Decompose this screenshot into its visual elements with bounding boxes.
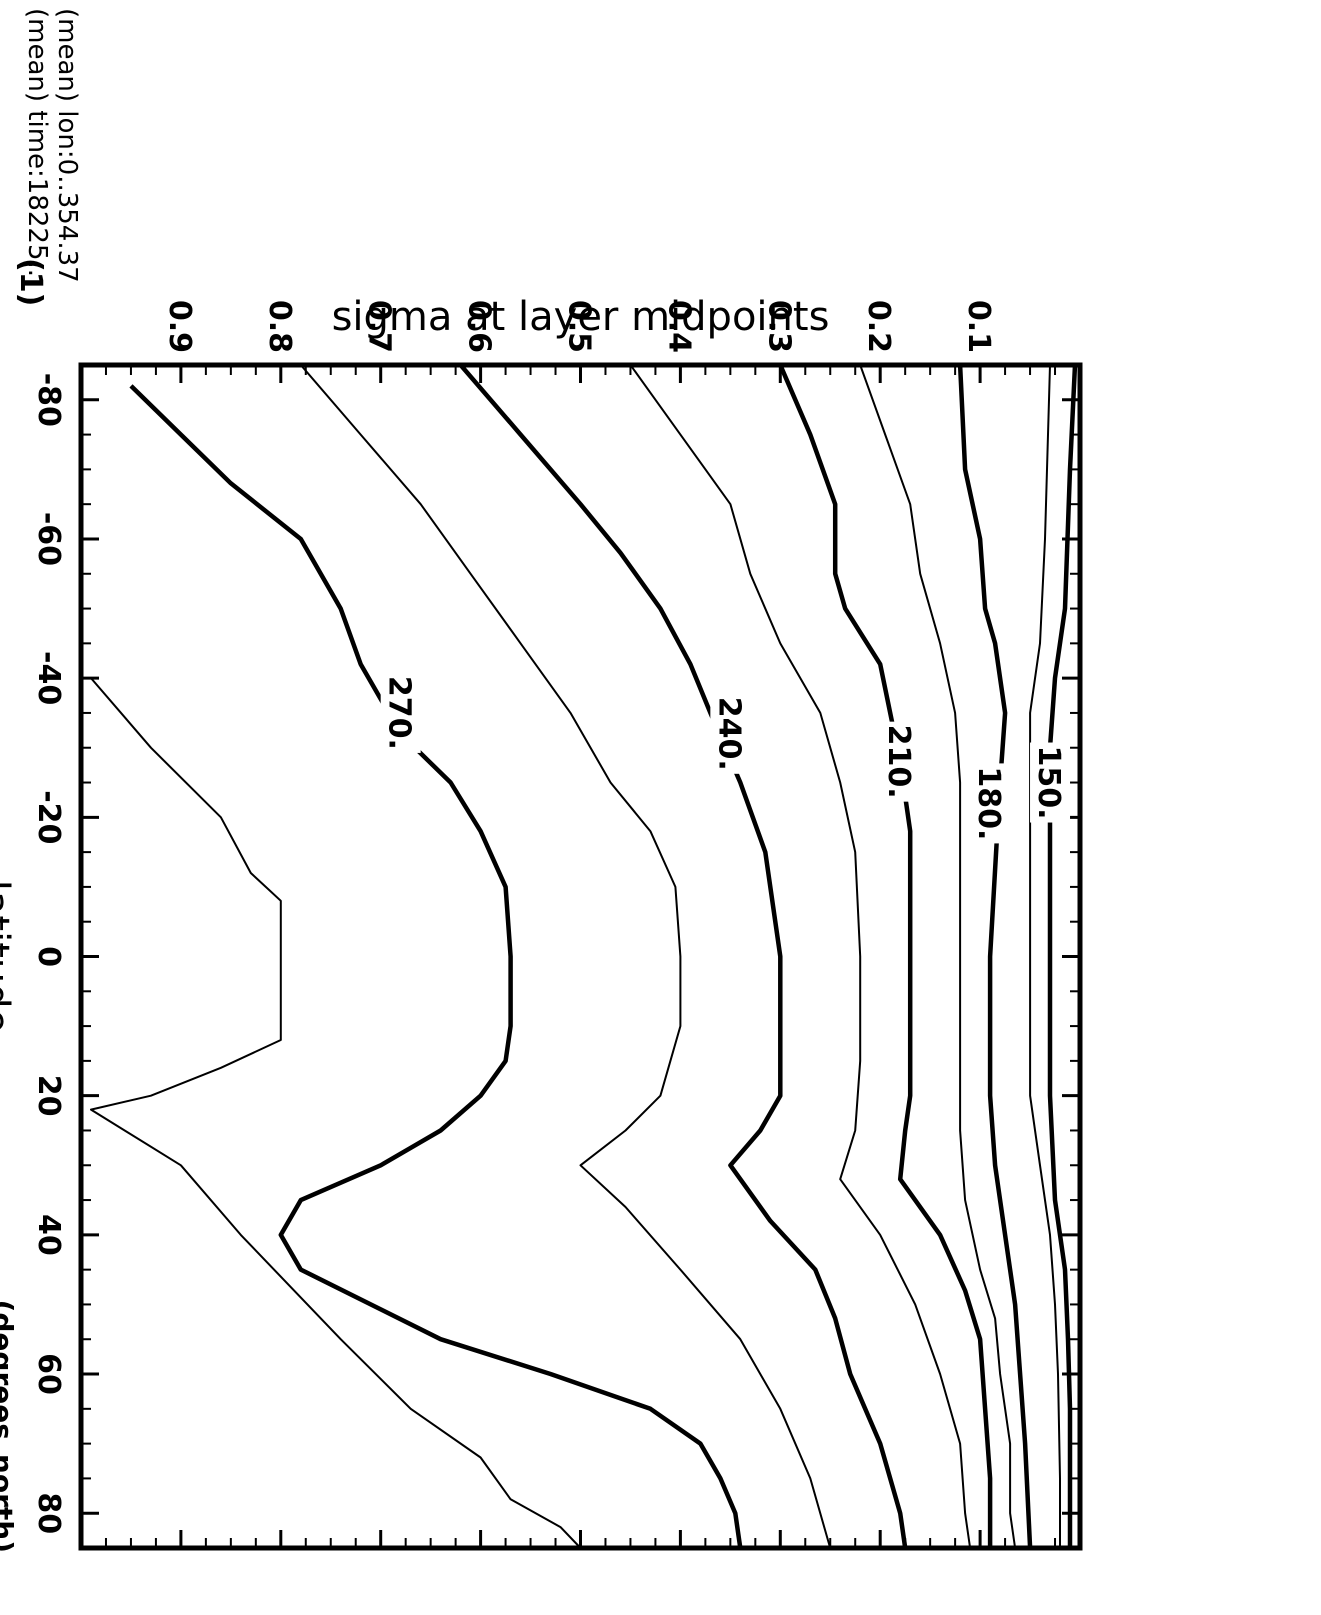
x-axis-units: (degrees_north) <box>0 1300 19 1553</box>
y-tick-labels: 0.1 0.2 0.3 0.4 0.5 0.6 0.7 0.8 0.9 <box>162 300 996 353</box>
contour-line-255 <box>300 364 832 1549</box>
y-tick-label: 0.3 <box>761 300 796 353</box>
contour-label-270: 270. <box>382 676 417 750</box>
contour-line-195 <box>859 364 1017 1549</box>
contour-line-225 <box>629 364 972 1549</box>
contour-line-285 <box>90 677 582 1549</box>
x-tick-label: 0 <box>31 946 66 967</box>
contour-label-bg-180 <box>970 763 1011 844</box>
y-tick-label: 0.1 <box>961 300 996 353</box>
contour-line-210 <box>778 364 993 1548</box>
contour-labels: 150. 180. 210. 240. 270. <box>380 672 1071 844</box>
contour-label-bg-150 <box>1030 742 1071 823</box>
panel-label: (1) <box>13 258 48 306</box>
y-tick-label: 0.2 <box>861 300 896 353</box>
contour-line-165 <box>1029 364 1061 1548</box>
y-tick-label: 0.6 <box>462 300 497 353</box>
y-tick-label: 0.9 <box>162 300 197 353</box>
y-tick-label: 0.4 <box>661 300 696 353</box>
contour-label-bg-240 <box>710 693 751 774</box>
x-tick-label: -40 <box>31 651 66 705</box>
contour-label-210: 210. <box>881 725 916 799</box>
y-tick-label: 0.7 <box>362 300 397 353</box>
y-tick-label: 0.5 <box>562 300 597 353</box>
info-line-lon: (mean) lon:0..354.37 <box>52 8 82 283</box>
minor-ticks <box>81 365 1080 1548</box>
contour-line-180 <box>957 364 1033 1549</box>
major-ticks <box>81 365 1080 1548</box>
x-axis-title: latitude <box>0 880 17 1033</box>
contour-line-150 <box>1047 364 1078 1548</box>
contour-lines <box>90 363 1078 1549</box>
y-axis-title: sigma at layer midpoints <box>332 294 830 340</box>
x-tick-labels: -80 -60 -40 -20 0 20 40 60 80 <box>31 373 66 1534</box>
contour-label-bg-210 <box>880 721 921 802</box>
x-tick-label: 60 <box>31 1353 66 1395</box>
contour-label-240: 240. <box>711 697 746 771</box>
info-line-time: (mean) time:18225.. <box>22 8 52 277</box>
x-tick-label: -60 <box>31 512 66 566</box>
x-tick-label: 20 <box>31 1075 66 1117</box>
contour-label-180: 180. <box>971 766 1006 840</box>
x-tick-label: 40 <box>31 1214 66 1256</box>
contour-line-270 <box>129 384 743 1549</box>
contour-label-150: 150. <box>1031 746 1066 820</box>
x-tick-label: -20 <box>31 790 66 844</box>
plot-frame <box>78 362 1083 1551</box>
x-tick-label: 80 <box>31 1492 66 1534</box>
contour-line-240 <box>458 363 908 1549</box>
contour-label-bg-270 <box>380 672 421 753</box>
x-tick-label: -80 <box>31 373 66 427</box>
y-tick-label: 0.8 <box>262 300 297 353</box>
